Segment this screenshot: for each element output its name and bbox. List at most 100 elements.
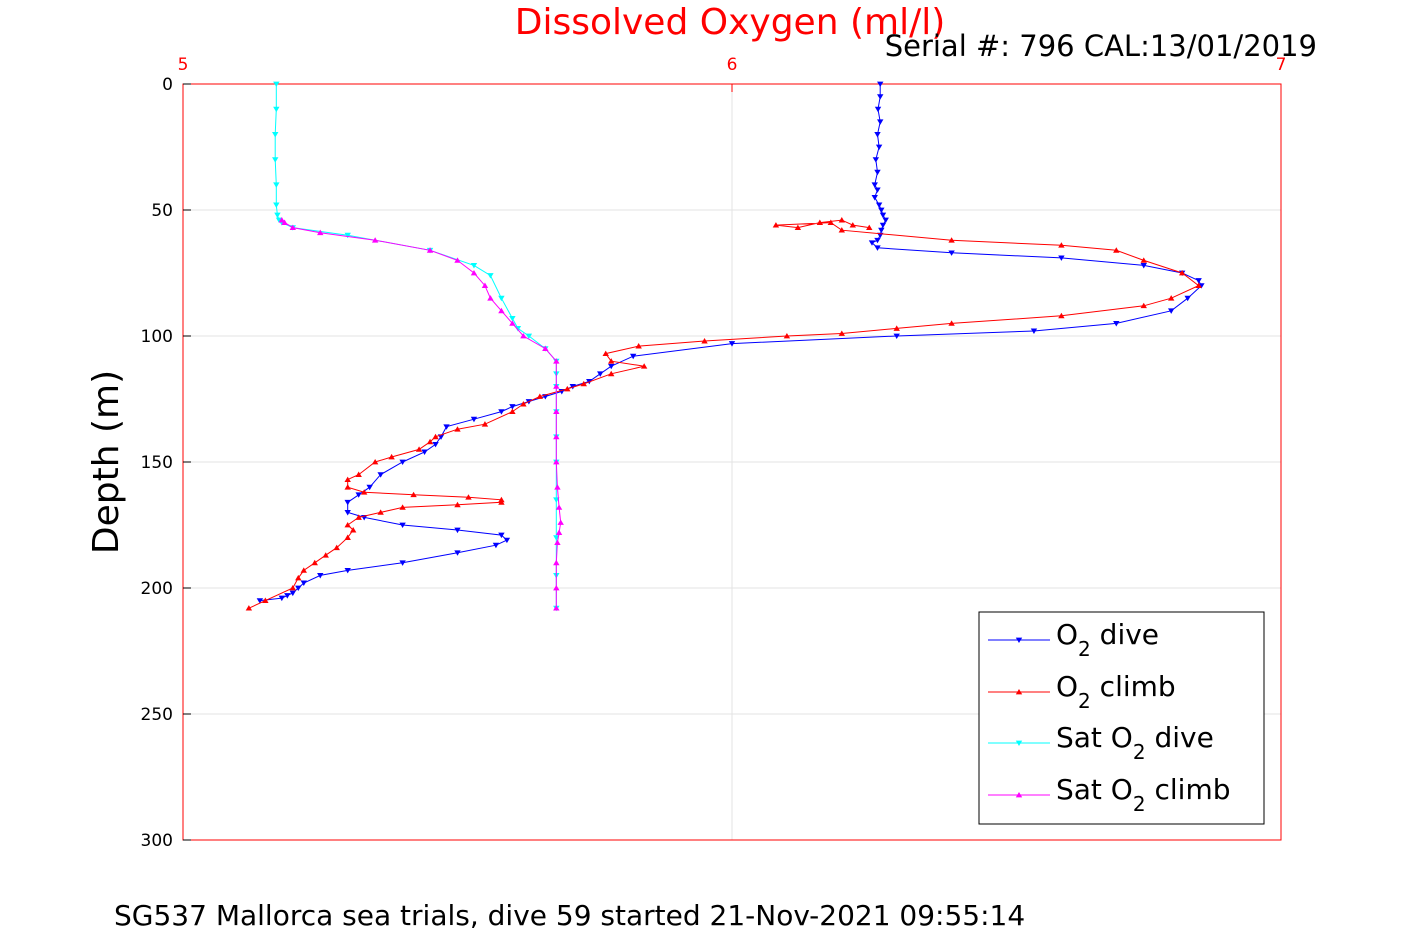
- o2-climb-point: [1178, 269, 1186, 276]
- sat-o2-dive-point: [273, 106, 280, 113]
- sat-o2-climb-point: [553, 584, 560, 591]
- sat-o2-climb-point: [454, 257, 461, 263]
- sat-o2-climb-point: [555, 504, 563, 510]
- o2-climb-point: [509, 408, 516, 414]
- o2-dive-point: [877, 81, 884, 88]
- o2-dive-point: [879, 222, 887, 229]
- legend-box: [978, 611, 1265, 825]
- o2-climb-point: [355, 471, 362, 477]
- o2-climb-point: [580, 380, 587, 387]
- o2-climb-point: [322, 552, 329, 558]
- o2-climb-point: [608, 358, 615, 364]
- o2-dive-line: [259, 84, 1203, 602]
- o2-dive-point: [871, 195, 878, 201]
- o2-climb-point: [454, 426, 461, 432]
- o2-climb-point: [344, 484, 351, 490]
- o2-dive-point: [454, 527, 461, 534]
- o2-climb-point: [344, 534, 351, 540]
- o2-dive-point: [1030, 328, 1038, 334]
- o2-climb-point: [454, 501, 461, 508]
- legend-swatch-point: [1015, 740, 1023, 747]
- o2-climb-point: [827, 219, 835, 225]
- o2-climb-point: [948, 237, 955, 243]
- o2-climb-point: [608, 370, 615, 377]
- o2-climb-line: [248, 219, 1200, 609]
- sat-o2-climb-point: [278, 217, 286, 223]
- o2-climb-point: [838, 227, 845, 233]
- o2-climb-point: [415, 446, 423, 452]
- o2-climb-point: [838, 330, 845, 336]
- o2-climb-point: [410, 491, 417, 498]
- sat-o2-climb-point: [371, 237, 379, 243]
- o2-dive-point: [878, 227, 885, 234]
- o2-climb-point: [701, 338, 708, 344]
- o2-dive-point: [344, 567, 351, 574]
- legend-label-o2-dive: O2 dive: [1056, 618, 1159, 661]
- o2-dive-point: [432, 441, 439, 448]
- axis-ticks: 5 6 7 0 50 100 150 200 250 300: [141, 55, 1287, 851]
- o2-climb-point: [1058, 312, 1065, 319]
- o2-dive-point: [874, 169, 881, 176]
- legend-item-sat-o2-dive: Sat O2 dive: [988, 721, 1214, 764]
- o2-climb-point: [344, 521, 351, 528]
- o2-climb-point: [300, 567, 307, 573]
- o2-climb-point: [948, 320, 955, 326]
- sat-o2-climb-point: [553, 408, 560, 414]
- sat-o2-climb-point: [553, 458, 560, 465]
- y-tick-label: 0: [162, 75, 173, 95]
- o2-climb-point: [465, 494, 472, 500]
- x-tick-label: 7: [1276, 55, 1287, 75]
- o2-climb-point: [388, 453, 395, 460]
- o2-climb-point: [564, 385, 571, 392]
- o2-climb-point: [333, 544, 340, 551]
- o2-dive-point: [874, 132, 881, 138]
- sat-o2-dive-point: [272, 132, 279, 138]
- o2-dive-point: [871, 182, 878, 188]
- legend-item-o2-dive: O2 dive: [988, 618, 1159, 661]
- o2-dive-point: [377, 472, 384, 478]
- chart-title: Dissolved Oxygen (ml/l): [515, 2, 946, 43]
- chart-footer: SG537 Mallorca sea trials, dive 59 start…: [114, 899, 1025, 932]
- o2-dive-point: [366, 484, 373, 491]
- o2-dive-point: [300, 580, 307, 586]
- legend-label-sat-o2-climb: Sat O2 climb: [1056, 773, 1231, 816]
- o2-dive-point: [875, 202, 883, 208]
- legend-swatch-point: [1015, 688, 1023, 695]
- o2-climb-point: [289, 584, 296, 591]
- o2-climb-point: [355, 514, 362, 520]
- o2-dive-point: [492, 542, 500, 549]
- legend: O2 dive O2 climb Sat O2 dive Sat O2 climb: [978, 611, 1265, 825]
- o2-dive-point: [728, 341, 736, 347]
- sat-o2-climb-point: [553, 559, 560, 566]
- sat-o2-climb-point: [554, 484, 561, 490]
- o2-dive-point: [878, 207, 885, 214]
- series-o2-climb: [245, 217, 1202, 611]
- sat-o2-climb-point: [470, 269, 478, 276]
- sat-o2-dive-point: [273, 81, 280, 88]
- y-tick-label: 250: [141, 705, 173, 725]
- o2-dive-point: [399, 459, 406, 466]
- o2-climb-point: [432, 433, 439, 440]
- o2-dive-point: [872, 157, 880, 163]
- chart-subtitle: Serial #: 796 CAL:13/01/2019: [885, 29, 1317, 63]
- o2-climb-point: [772, 222, 780, 228]
- o2-climb-point: [349, 527, 357, 533]
- o2-climb-point: [399, 504, 406, 510]
- o2-dive-point: [289, 590, 296, 597]
- x-tick-label: 6: [727, 55, 738, 75]
- o2-climb-point: [866, 224, 873, 231]
- y-tick-label: 100: [141, 327, 173, 347]
- o2-dive-point: [503, 537, 511, 544]
- o2-climb-point: [498, 496, 505, 503]
- o2-dive-point: [874, 106, 882, 113]
- o2-dive-point: [284, 593, 291, 599]
- o2-dive-point: [498, 532, 505, 539]
- sat-o2-climb-point: [481, 282, 489, 288]
- o2-climb-point: [602, 350, 609, 357]
- sat-o2-climb-point: [554, 539, 561, 546]
- o2-dive-point: [509, 404, 516, 410]
- o2-dive-point: [1168, 308, 1175, 314]
- o2-dive-point: [868, 240, 876, 246]
- o2-dive-point: [344, 510, 351, 516]
- series-sat-o2-climb: [278, 217, 564, 611]
